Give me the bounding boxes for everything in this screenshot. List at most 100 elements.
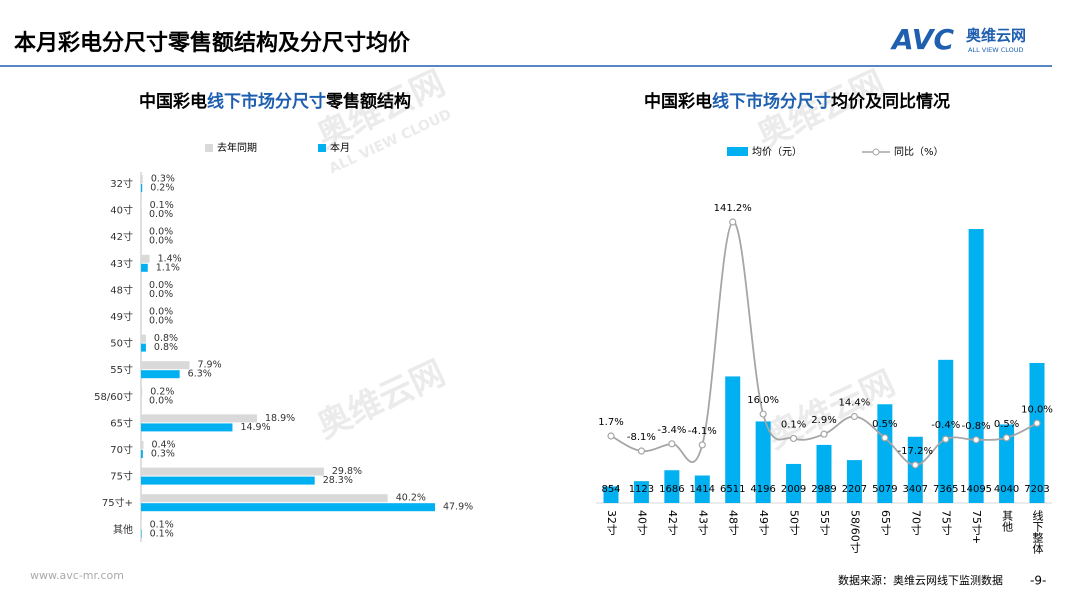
- slide-title: 本月彩电分尺寸零售额结构及分尺寸均价: [14, 30, 411, 56]
- value-label: 0.1%: [781, 419, 806, 430]
- value-label: -4.1%: [688, 426, 717, 437]
- y-tick-label: 49寸: [110, 310, 133, 323]
- y-tick-label: 48寸: [110, 283, 133, 296]
- legend-label: 均价（元）: [752, 146, 802, 158]
- title-part: 零售额结构: [325, 91, 411, 112]
- value-label: 1414: [690, 484, 715, 495]
- bar: [141, 201, 142, 210]
- y-tick-label: 65寸: [110, 416, 133, 429]
- y-tick-label: 42寸: [110, 230, 133, 243]
- bar: [141, 254, 150, 263]
- value-label: 28.3%: [323, 475, 353, 486]
- bar: [603, 486, 619, 503]
- bar: [141, 175, 143, 183]
- legend-marker: [872, 148, 880, 156]
- bar: [694, 475, 710, 503]
- line-marker: [911, 461, 919, 469]
- bar: [141, 476, 315, 485]
- bar: [141, 529, 142, 538]
- y-tick-label: 75寸: [110, 470, 133, 483]
- legend-swatch: [205, 144, 213, 152]
- value-label: 10.0%: [1021, 404, 1053, 415]
- bar: [141, 184, 143, 192]
- value-label: 16.0%: [747, 395, 779, 406]
- value-label: 4040: [994, 484, 1019, 495]
- y-tick-label: 40寸: [110, 204, 133, 217]
- source: 数据来源：奥维云网线下监测数据: [838, 573, 1003, 587]
- x-tick-label: 48寸: [727, 510, 740, 535]
- title-part: 中国彩电: [644, 91, 712, 112]
- y-tick-label: 55寸: [110, 363, 133, 376]
- value-label: 0.1%: [150, 519, 174, 530]
- bar: [141, 450, 143, 458]
- x-tick-label: 58/60寸: [848, 510, 861, 553]
- x-tick-label: 49寸: [757, 510, 770, 535]
- value-label: 0.5%: [994, 419, 1019, 430]
- value-label: 40.2%: [396, 493, 426, 504]
- title-part: 中国彩电: [139, 91, 207, 112]
- bar: [141, 334, 146, 343]
- bar: [968, 229, 984, 503]
- line-marker: [607, 432, 615, 440]
- value-label: 29.8%: [332, 466, 362, 477]
- logo-en: ALL VIEW CLOUD: [968, 46, 1024, 54]
- value-label: 0.0%: [149, 236, 173, 247]
- value-label: 1686: [659, 484, 684, 495]
- legend-label: 本月: [330, 141, 350, 154]
- y-tick-label: 32寸: [110, 177, 133, 190]
- bar: [141, 423, 233, 432]
- value-label: 4196: [750, 484, 775, 495]
- bar: [141, 441, 144, 449]
- value-label: 0.2%: [150, 386, 174, 397]
- line-marker: [789, 434, 798, 443]
- bar: [999, 424, 1015, 503]
- chart-title: 中国彩电线下市场分尺寸均价及同比情况: [644, 91, 950, 112]
- bar: [633, 481, 649, 503]
- logo: AVC: [890, 23, 954, 56]
- bar: [877, 404, 893, 503]
- value-label: -0.8%: [962, 421, 991, 432]
- value-label: 0.1%: [150, 528, 174, 539]
- x-tick-label: 32寸: [605, 510, 618, 535]
- value-label: -8.1%: [627, 432, 656, 443]
- value-label: 7203: [1024, 484, 1049, 495]
- value-label: 2207: [842, 484, 867, 495]
- line-marker: [729, 218, 737, 226]
- line-marker: [1033, 419, 1041, 427]
- x-tick-label: 43寸: [696, 510, 709, 535]
- line-marker: [881, 434, 889, 442]
- bar: [141, 520, 142, 529]
- line-marker: [698, 441, 706, 449]
- bar: [141, 263, 148, 272]
- value-label: 1.4%: [158, 253, 182, 264]
- value-label: 18.9%: [265, 413, 295, 424]
- website: www.avc-mr.com: [30, 569, 124, 582]
- bar: [141, 467, 324, 476]
- value-label: 0.0%: [149, 395, 173, 406]
- value-label: 0.8%: [154, 333, 178, 344]
- value-label: 6511: [720, 484, 745, 495]
- x-tick-label: 65寸: [879, 510, 892, 535]
- bar: [938, 359, 954, 503]
- value-label: 0.1%: [150, 200, 174, 211]
- line-marker: [1002, 434, 1011, 442]
- legend-label: 去年同期: [217, 141, 257, 154]
- value-label: 0.5%: [872, 419, 897, 430]
- x-tick-label: 50寸: [788, 510, 801, 535]
- y-tick-label: 50寸: [110, 337, 133, 350]
- value-label: 2989: [811, 484, 836, 495]
- value-label: 0.2%: [150, 183, 174, 194]
- bar: [141, 414, 258, 423]
- x-tick-label: 75寸: [940, 510, 953, 535]
- value-label: 0.0%: [149, 289, 173, 300]
- value-label: 14.4%: [839, 398, 871, 409]
- value-label: 2009: [781, 484, 806, 495]
- legend-label: 同比（%）: [894, 146, 944, 158]
- logo-cn: 奥维云网: [966, 27, 1026, 45]
- value-label: -0.4%: [931, 420, 960, 431]
- value-label: 7.9%: [197, 360, 221, 371]
- bar: [816, 444, 832, 503]
- bar: [846, 460, 862, 503]
- x-tick-label: 40寸: [635, 510, 648, 535]
